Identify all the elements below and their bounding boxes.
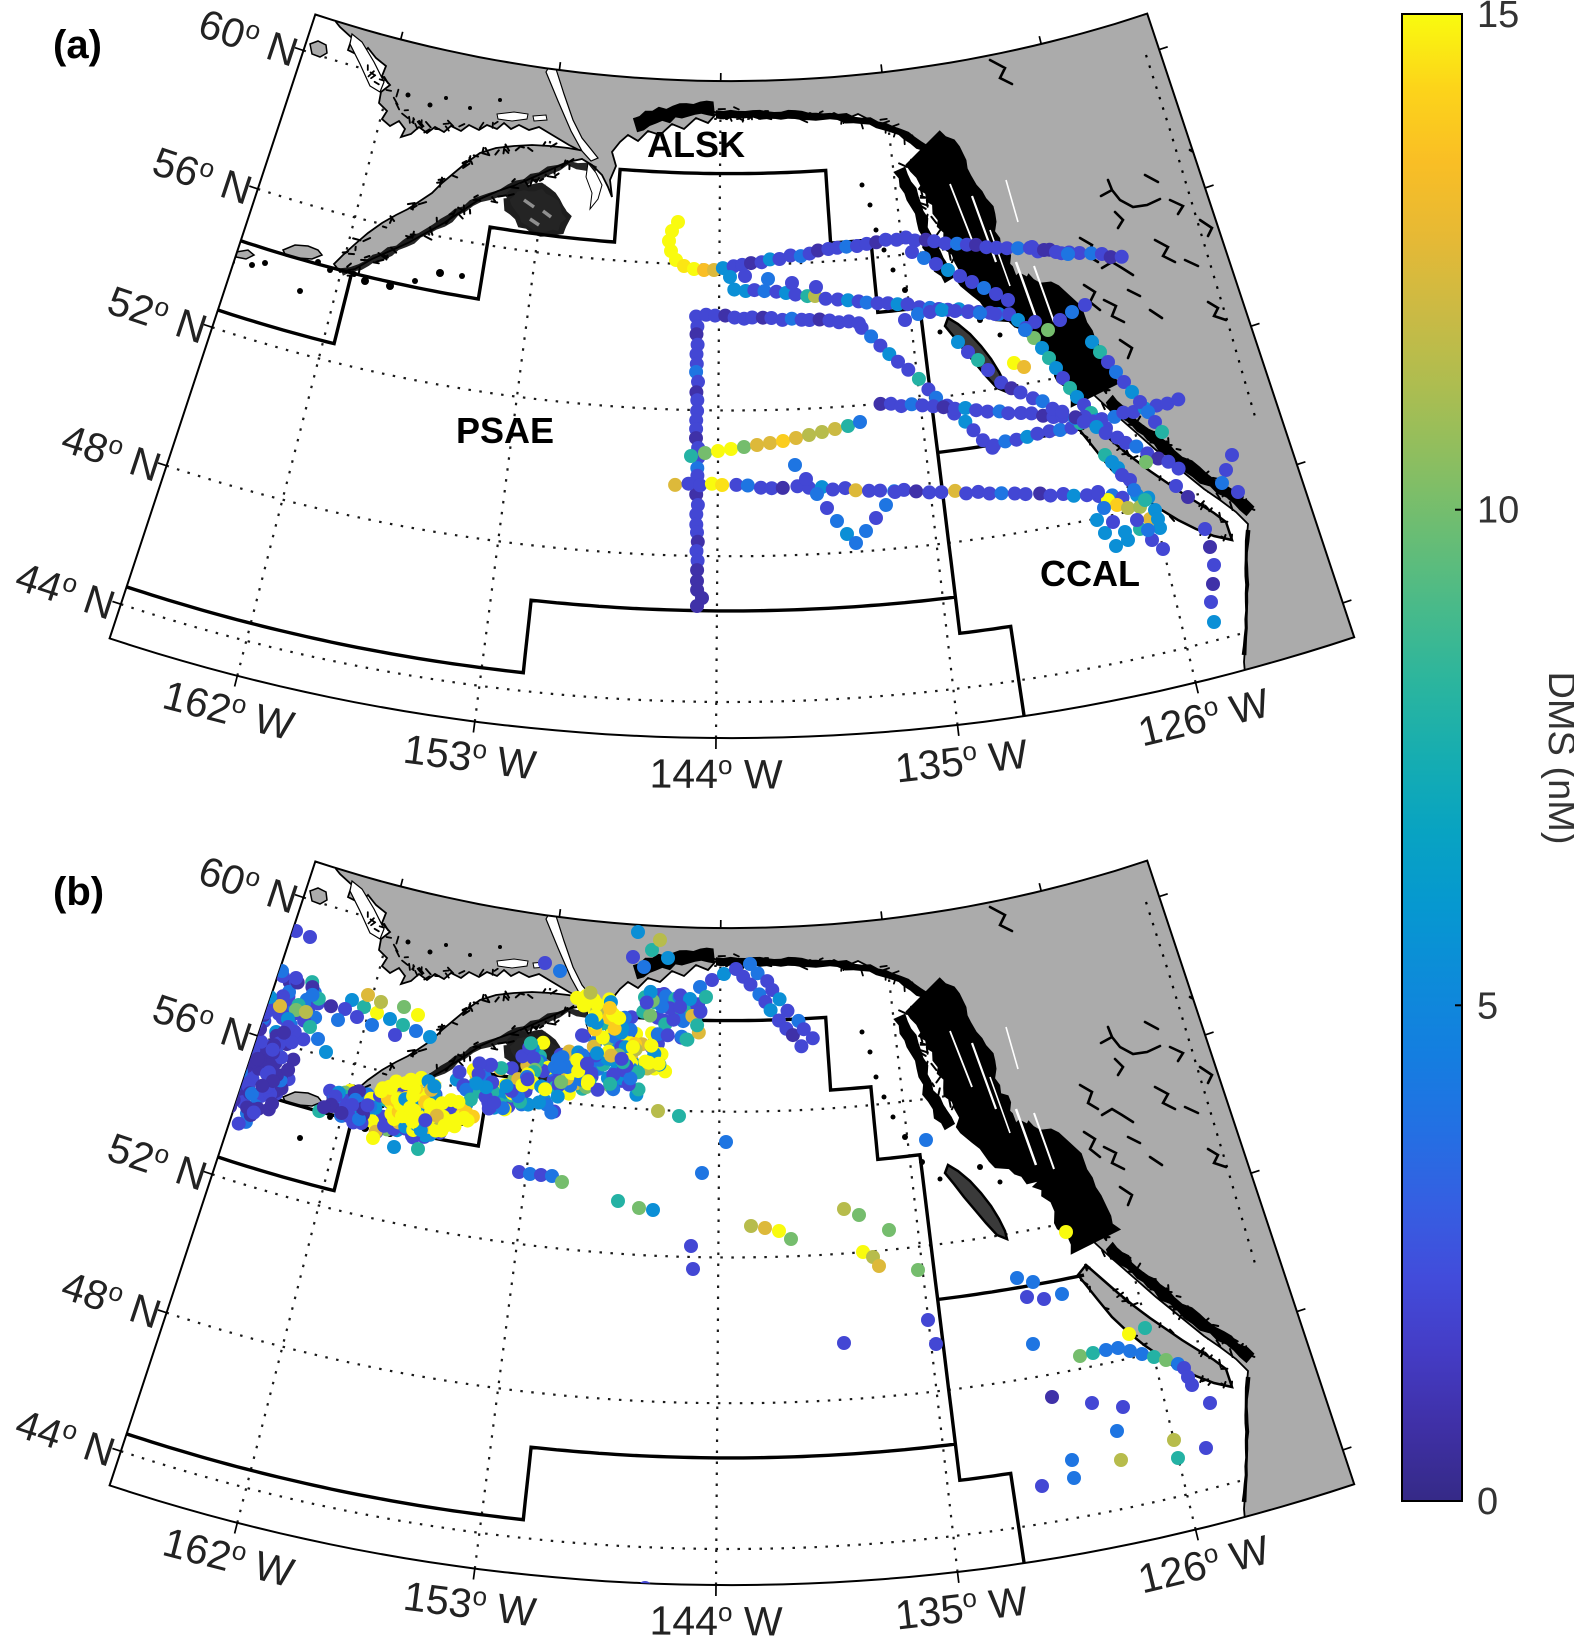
svg-text:5: 5 [1477, 985, 1498, 1027]
svg-text:DMS (nM): DMS (nM) [1540, 671, 1574, 844]
svg-text:PSAE: PSAE [456, 410, 554, 451]
svg-text:(a): (a) [53, 23, 102, 67]
svg-text:(b): (b) [53, 870, 104, 914]
svg-text:15: 15 [1477, 0, 1519, 36]
svg-text:0: 0 [1477, 1481, 1498, 1523]
svg-text:CCAL: CCAL [1040, 553, 1140, 594]
svg-text:10: 10 [1477, 490, 1519, 532]
svg-text:ALSK: ALSK [647, 124, 745, 165]
